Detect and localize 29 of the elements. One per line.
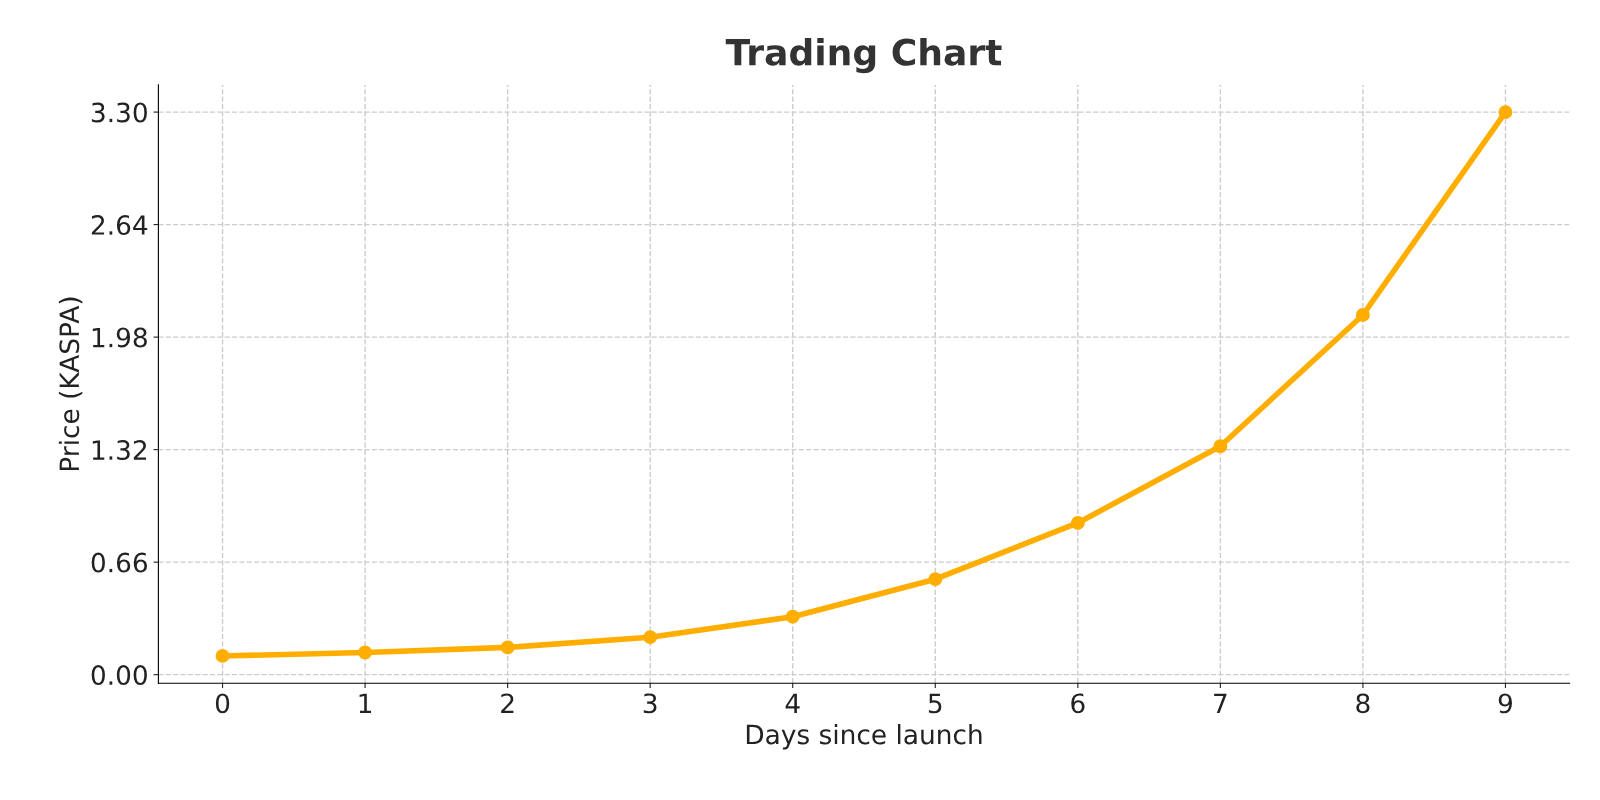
point [1498, 105, 1513, 120]
y-tick-label: 3.30 [91, 102, 147, 123]
point [928, 572, 943, 587]
x-tick-label: 5 [928, 693, 942, 714]
x-tick-label: 7 [1214, 693, 1227, 713]
y-tick-label: 2.64 [91, 215, 148, 235]
x-tick-label: 4 [785, 693, 800, 713]
point [785, 609, 800, 624]
y-tick-label: 1.98 [92, 327, 147, 348]
point [1355, 308, 1370, 322]
x-tick-label: 0 [215, 693, 230, 714]
x-tick-label: 9 [1498, 693, 1512, 714]
point [1213, 439, 1228, 454]
point [500, 640, 515, 655]
x-tick-label: 6 [1071, 693, 1085, 714]
point [1070, 515, 1085, 530]
y-tick-label: 0.66 [91, 552, 148, 573]
x-tick-label: 1 [359, 693, 372, 713]
x-tick-label: 2 [501, 693, 514, 713]
x-axis-title: Days since launch [746, 724, 982, 750]
y-tick-label: 1.32 [92, 440, 147, 461]
chart-title: Trading Chart [725, 37, 1002, 74]
x-tick-label: 3 [643, 693, 657, 714]
y-axis-title: Price (KASPA) [58, 297, 83, 471]
y-tick-label: 0.00 [91, 665, 147, 686]
x-tick-label: 8 [1356, 693, 1370, 714]
point [358, 645, 373, 660]
point [643, 630, 658, 645]
point [215, 648, 230, 663]
